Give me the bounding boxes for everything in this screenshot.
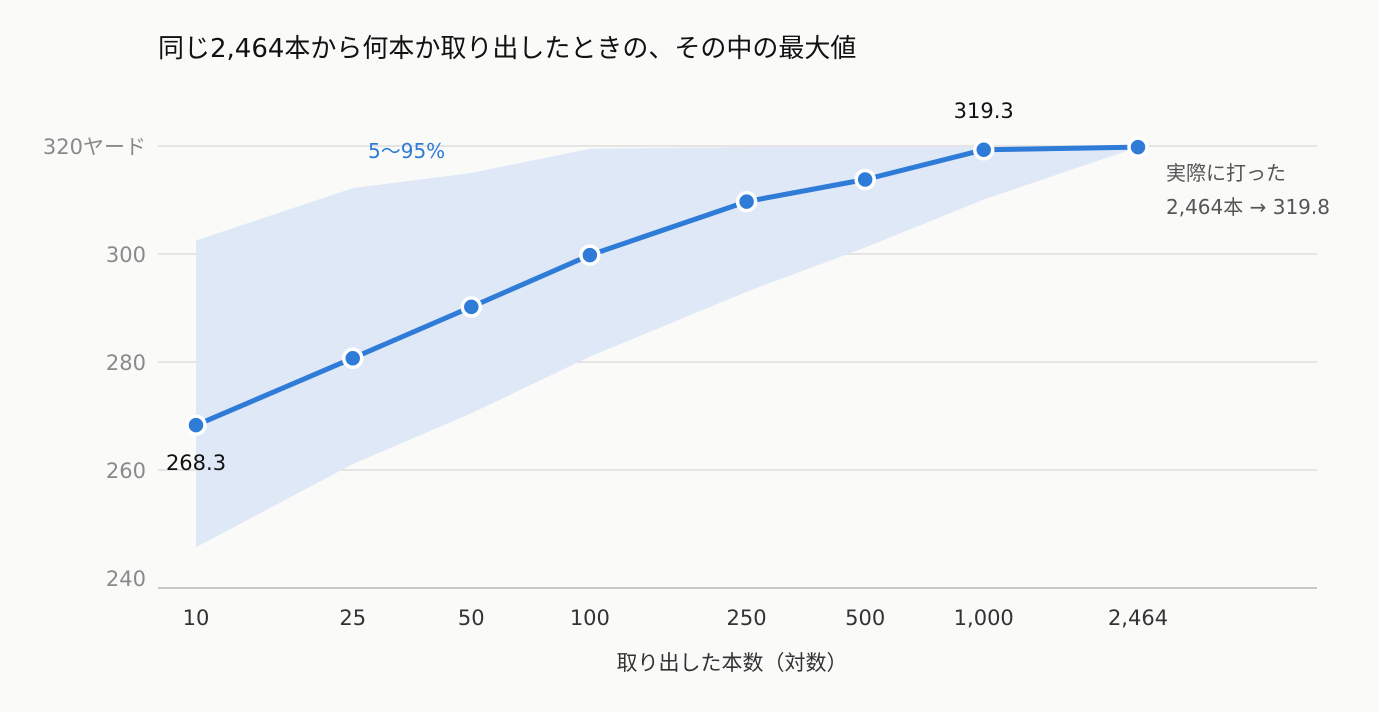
y-tick-label: 240 bbox=[106, 567, 146, 591]
y-tick-label: 300 bbox=[106, 243, 146, 267]
y-tick-label: 260 bbox=[106, 459, 146, 483]
x-tick-label: 500 bbox=[845, 606, 885, 630]
confidence-band bbox=[196, 147, 1138, 548]
y-tick-label: 280 bbox=[106, 351, 146, 375]
x-tick-label: 50 bbox=[458, 606, 485, 630]
data-points bbox=[185, 136, 1149, 436]
chart-title: 同じ2,464本から何本か取り出したときの、その中の最大値 bbox=[158, 34, 856, 64]
x-tick-label: 25 bbox=[339, 606, 366, 630]
x-tick-label: 2,464 bbox=[1108, 606, 1168, 630]
annotation-line-2: 2,464本 → 319.8 bbox=[1166, 195, 1330, 219]
x-axis-label: 取り出した本数（対数） bbox=[617, 651, 848, 675]
x-tick-label: 10 bbox=[183, 606, 210, 630]
series-line bbox=[193, 144, 1141, 428]
x-axis-ticks: 10 25 50 100 250 500 1,000 2,464 bbox=[183, 606, 1168, 630]
y-axis-ticks: 240 260 280 300 320ヤード bbox=[43, 135, 146, 591]
data-labels: 268.3 319.3 bbox=[166, 99, 1014, 475]
data-point bbox=[579, 244, 601, 266]
x-tick-label: 100 bbox=[570, 606, 610, 630]
data-point bbox=[735, 190, 758, 213]
data-label: 268.3 bbox=[166, 451, 226, 475]
data-point bbox=[460, 296, 483, 318]
band-label: 5〜95% bbox=[368, 139, 445, 163]
data-label: 319.3 bbox=[954, 99, 1014, 123]
annotation: 実際に打った 2,464本 → 319.8 bbox=[1166, 161, 1330, 219]
annotation-line-1: 実際に打った bbox=[1166, 161, 1286, 185]
x-tick-label: 250 bbox=[727, 606, 767, 630]
data-point bbox=[972, 139, 995, 161]
data-point bbox=[854, 168, 876, 191]
x-tick-label: 1,000 bbox=[954, 606, 1014, 630]
data-point bbox=[185, 414, 207, 436]
data-point bbox=[1127, 136, 1149, 158]
data-point bbox=[341, 347, 364, 369]
y-tick-label: 320ヤード bbox=[43, 135, 146, 159]
